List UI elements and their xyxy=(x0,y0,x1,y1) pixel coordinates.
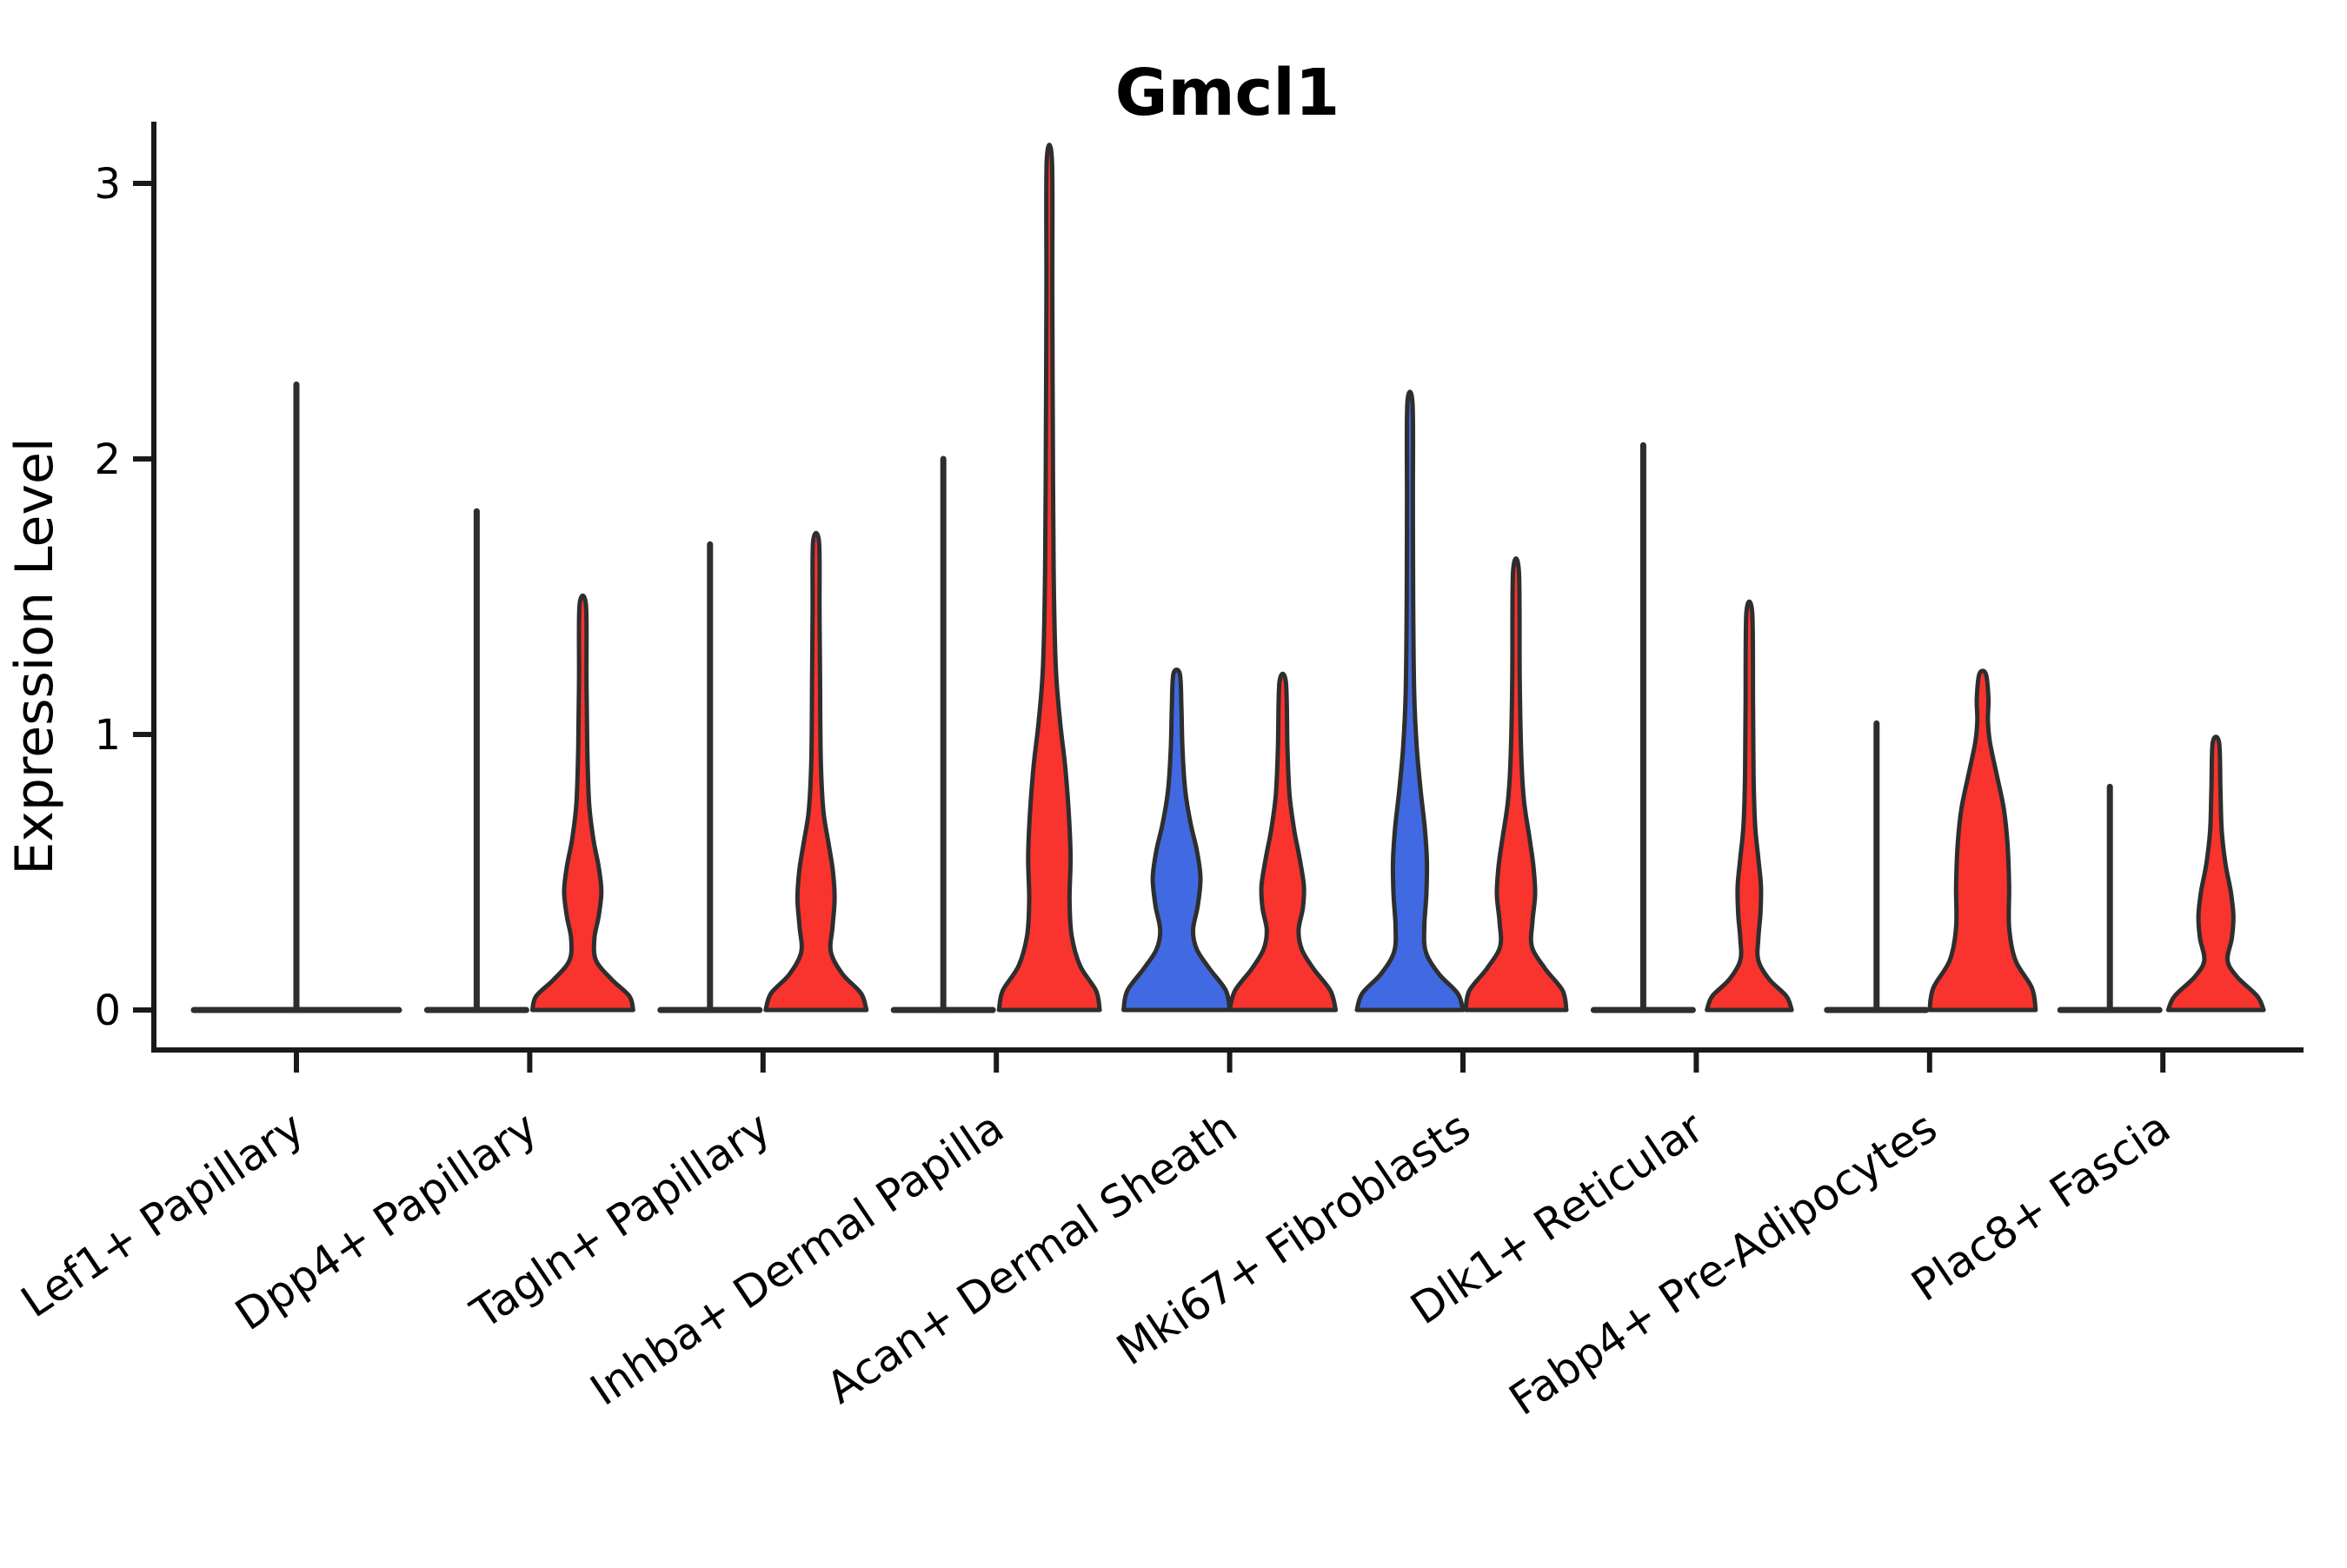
x-tick-label-5: Acan+ Dermal Sheath xyxy=(818,1102,1247,1414)
violin-8-right xyxy=(1927,668,2038,1013)
violin-6-left xyxy=(1354,389,1466,1013)
x-tick-label-8: Fabp4+ Pre-Adipocytes xyxy=(1500,1102,1946,1425)
x-tick-label-4: Inhba+ Dermal Papilla xyxy=(582,1102,1013,1416)
y-tick-label-1: 1 xyxy=(94,711,121,760)
y-tick-label-0: 0 xyxy=(94,987,121,1035)
violin-2-right xyxy=(529,593,635,1013)
violin-5-left xyxy=(1121,668,1233,1013)
violin-3-right xyxy=(763,530,869,1013)
x-tick-label-9: Plac8+ Fascia xyxy=(1903,1102,2179,1312)
axes-spines xyxy=(151,122,2304,1053)
violin-7-right xyxy=(1705,599,1794,1013)
violin-4-right xyxy=(996,143,1102,1013)
violin-5-right xyxy=(1227,671,1339,1013)
violin-6-right xyxy=(1463,556,1569,1013)
violins xyxy=(190,143,2266,1013)
y-tick-label-3: 3 xyxy=(94,160,121,209)
violin-9-right xyxy=(2165,734,2266,1013)
y-axis-label: Expression Level xyxy=(4,437,65,874)
chart-title: Gmcl1 xyxy=(1115,56,1340,130)
y-tick-label-2: 2 xyxy=(94,435,121,484)
